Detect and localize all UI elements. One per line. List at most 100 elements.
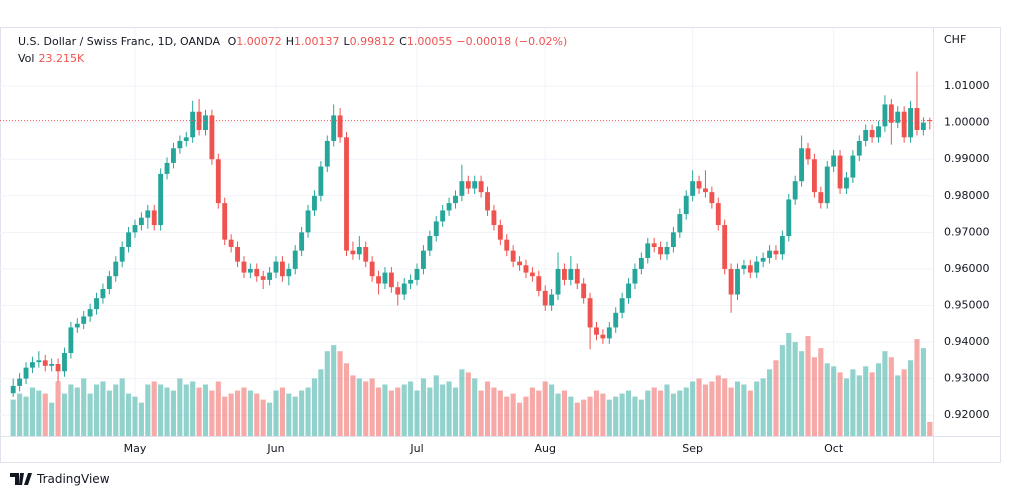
candle-body — [465, 181, 471, 189]
candle-body — [420, 250, 426, 269]
candle-body — [703, 188, 708, 193]
candle-body — [741, 265, 747, 269]
axes: 1.01000 1.00000 0.99000 0.98000 0.97000 0.960… — [124, 79, 990, 455]
candle-body — [312, 195, 317, 211]
candle-body — [517, 261, 523, 266]
candle-body — [824, 166, 830, 204]
volume-bar — [908, 360, 914, 436]
candle-body — [267, 272, 273, 280]
candle-body — [222, 203, 228, 240]
volume-bar — [722, 378, 728, 436]
change: −0.00018 (−0.02%) — [456, 35, 568, 48]
volume-bar — [87, 393, 93, 436]
ohlc-item: L0.99812 — [344, 35, 396, 48]
volume-bar — [440, 384, 446, 436]
candle-body — [792, 181, 798, 200]
volume-bar — [638, 399, 644, 436]
y-tick-label: 0.95000 — [944, 298, 990, 311]
candle-body — [74, 323, 80, 328]
volume-bar — [581, 399, 587, 436]
y-tick-label: 0.93000 — [944, 372, 990, 385]
candle-body — [728, 268, 734, 295]
volume-bar — [869, 372, 875, 436]
volume-bar — [126, 393, 132, 436]
volume-bar — [664, 384, 670, 436]
candle-body — [805, 148, 811, 160]
volume-bar — [593, 390, 600, 436]
x-tick-label: Jul — [409, 442, 423, 455]
volume-bar — [138, 402, 144, 436]
volume-bar — [119, 378, 125, 436]
candle-body — [145, 210, 151, 218]
candle-body — [81, 316, 87, 324]
volume-bar — [587, 396, 593, 436]
candle-body — [497, 225, 503, 240]
x-tick-label: Sep — [682, 442, 703, 455]
ohlc-key: H — [285, 35, 295, 48]
candle-body — [869, 130, 875, 138]
symbol-title: U.S. Dollar / Swiss Franc, 1D, OANDA — [18, 35, 221, 48]
volume-bar — [613, 396, 619, 436]
candle-body — [344, 137, 349, 251]
candle-body — [446, 203, 452, 211]
candle-body — [331, 115, 337, 141]
volume-bar — [260, 399, 266, 436]
volume-bar — [606, 399, 612, 436]
candle-body — [632, 268, 638, 284]
candle-body — [722, 225, 728, 269]
candle-body — [529, 272, 535, 277]
volume-bar — [658, 390, 664, 436]
candle-body — [324, 140, 330, 167]
y-tick-label: 1.01000 — [944, 79, 990, 92]
candle-body — [42, 360, 48, 366]
candle-body — [305, 210, 311, 233]
volume-bar — [164, 387, 170, 436]
candle-body — [735, 268, 740, 295]
volume-bar — [619, 393, 625, 436]
candle-body — [68, 327, 74, 354]
volume-bar — [395, 387, 401, 436]
candle-body — [247, 268, 253, 273]
candle-body — [863, 130, 869, 141]
candle-body — [433, 221, 439, 237]
volume-bar — [215, 381, 221, 436]
volume-bar — [267, 402, 273, 436]
x-tick-label: Oct — [824, 442, 844, 455]
candle-body — [158, 173, 164, 226]
candle-body — [190, 111, 196, 138]
candle-body — [382, 272, 388, 284]
candle-body — [574, 268, 580, 284]
candle-body — [260, 276, 266, 280]
volume-pane — [10, 333, 933, 436]
volume-bar — [600, 393, 606, 436]
candle-body — [119, 246, 125, 262]
volume-bar — [36, 390, 42, 436]
volume-bar — [914, 339, 920, 436]
candle-body — [651, 243, 657, 247]
ohlc-item: O1.00072 — [228, 35, 282, 48]
candle-body — [779, 236, 785, 255]
candle-body — [350, 250, 356, 255]
volume-bar — [382, 384, 388, 436]
volume-bar — [529, 387, 535, 436]
volume-bar — [350, 375, 356, 436]
candle-body — [23, 367, 29, 379]
volume-bar — [158, 384, 164, 436]
x-tick-label: May — [124, 442, 147, 455]
brand-logo — [10, 473, 32, 485]
candle-body — [273, 261, 279, 273]
candle-body — [549, 294, 555, 306]
candle-body — [927, 120, 933, 122]
ohlc-key: O — [227, 35, 237, 48]
volume-bar — [555, 393, 561, 436]
candle-body — [773, 250, 779, 255]
candle-body — [106, 276, 112, 290]
chart-frame — [0, 27, 1001, 463]
volume-legend: Vol 23.215K — [18, 52, 88, 65]
volume-bar — [228, 393, 234, 436]
volume-bar — [106, 390, 112, 436]
volume-bar — [132, 396, 138, 436]
candle-body — [638, 257, 644, 269]
volume-bar — [741, 384, 747, 436]
volume-bar — [113, 384, 119, 436]
